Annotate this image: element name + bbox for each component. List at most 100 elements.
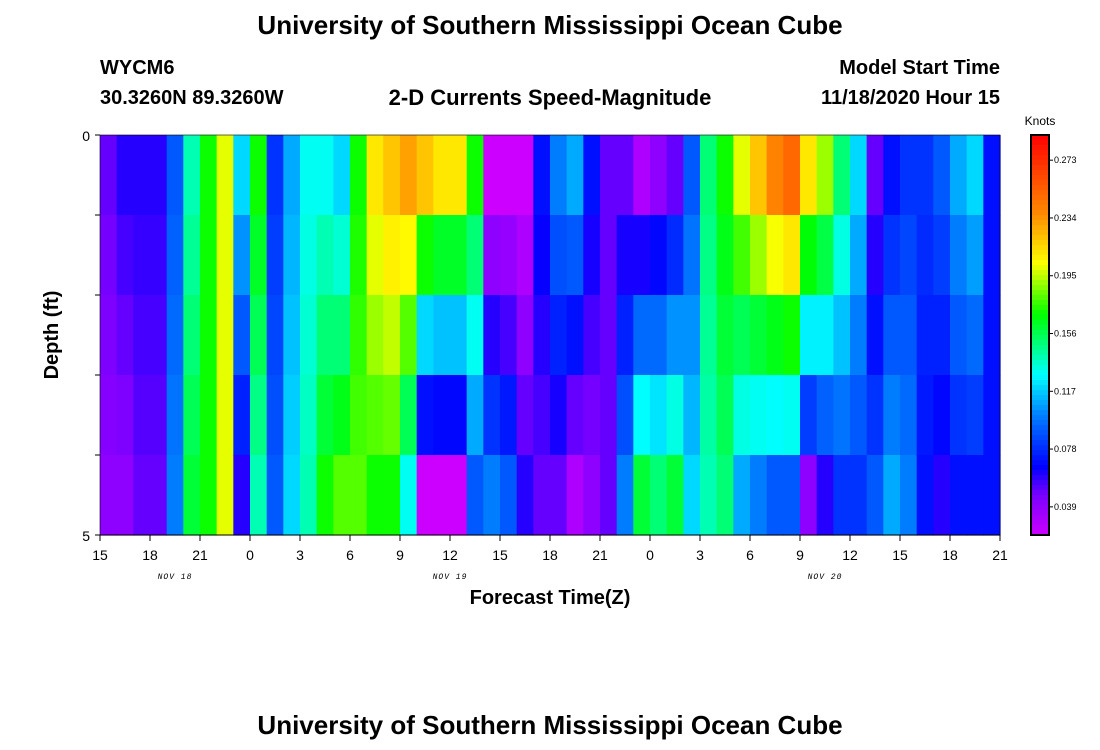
x-tick-label: 18: [542, 547, 558, 563]
heatmap-cell: [216, 295, 234, 376]
colorbar-segment: [1031, 255, 1049, 261]
heatmap-cell: [100, 375, 118, 456]
colorbar-segment: [1031, 325, 1049, 331]
heatmap-cell: [266, 215, 284, 296]
x-tick-label: 3: [696, 547, 704, 563]
heatmap-cell: [833, 135, 851, 216]
heatmap-cell: [283, 215, 301, 296]
heatmap-cell: [350, 375, 368, 456]
heatmap-cell: [416, 375, 434, 456]
heatmap-cell: [183, 295, 201, 376]
heatmap-cell: [600, 375, 618, 456]
colorbar-segment: [1031, 365, 1049, 371]
colorbar-segment: [1031, 155, 1049, 161]
colorbar-segment: [1031, 145, 1049, 151]
heatmap-cell: [600, 455, 618, 536]
heatmap-cell: [850, 295, 868, 376]
colorbar-segment: [1031, 405, 1049, 411]
heatmap-cell: [666, 295, 684, 376]
heatmap-cell: [750, 295, 768, 376]
heatmap-cell: [516, 295, 534, 376]
heatmap-cell: [916, 455, 934, 536]
heatmap-cell: [716, 135, 734, 216]
heatmap-cell: [300, 215, 318, 296]
colorbar-tick-label: 0.078: [1054, 444, 1077, 454]
heatmap-cell: [716, 455, 734, 536]
heatmap-cell: [333, 295, 351, 376]
heatmap-cell: [550, 295, 568, 376]
heatmap-cell: [950, 215, 968, 296]
heatmap-cell: [700, 455, 718, 536]
heatmap-cell: [583, 215, 601, 296]
heatmap-cell: [650, 135, 668, 216]
station-id: WYCM6: [100, 57, 175, 79]
x-axis-label: Forecast Time(Z): [470, 587, 631, 609]
heatmap-cell: [216, 455, 234, 536]
colorbar-segment: [1031, 350, 1049, 356]
heatmap-cell: [716, 295, 734, 376]
heatmap-cell: [233, 135, 251, 216]
heatmap-cell: [616, 295, 634, 376]
colorbar-segment: [1031, 480, 1049, 486]
heatmap-cell: [500, 295, 518, 376]
colorbar-segment: [1031, 370, 1049, 376]
model-start-label: Model Start Time: [839, 57, 1000, 79]
heatmap-cell: [766, 375, 784, 456]
heatmap-cell: [166, 215, 184, 296]
heatmap-cell: [900, 375, 918, 456]
heatmap-cell: [716, 375, 734, 456]
heatmap-cell: [700, 295, 718, 376]
heatmap-cell: [616, 375, 634, 456]
heatmap-cell: [550, 135, 568, 216]
heatmap-cell: [733, 295, 751, 376]
heatmap-cell: [183, 135, 201, 216]
heatmap-cell: [466, 295, 484, 376]
x-tick-label: 15: [892, 547, 908, 563]
heatmap-cell: [416, 135, 434, 216]
plot-title: 2-D Currents Speed-Magnitude: [388, 85, 712, 110]
heatmap-cell: [400, 135, 418, 216]
heatmap-cell: [700, 135, 718, 216]
heatmap-cell: [783, 375, 801, 456]
colorbar-segment: [1031, 165, 1049, 171]
colorbar-tick-label: 0.039: [1054, 502, 1077, 512]
heatmap-cell: [583, 135, 601, 216]
heatmap-cell: [600, 135, 618, 216]
heatmap-cell: [733, 135, 751, 216]
heatmap-cell: [216, 375, 234, 456]
heatmap-cell: [633, 215, 651, 296]
heatmap-cell: [166, 455, 184, 536]
heatmap-cell: [900, 295, 918, 376]
heatmap-cell: [550, 375, 568, 456]
heatmap-cell: [733, 375, 751, 456]
colorbar-segment: [1031, 440, 1049, 446]
colorbar-segment: [1031, 490, 1049, 496]
heatmap-cell: [716, 215, 734, 296]
heatmap-cell: [566, 295, 584, 376]
heatmap-cell: [816, 455, 834, 536]
heatmap-cell: [733, 455, 751, 536]
heatmap-cell: [516, 215, 534, 296]
heatmap-cell: [266, 375, 284, 456]
heatmap-cell: [450, 455, 468, 536]
heatmap-cell: [850, 455, 868, 536]
heatmap-cell: [766, 455, 784, 536]
colorbar-segment: [1031, 310, 1049, 316]
heatmap-cell: [883, 135, 901, 216]
heatmap-cell: [850, 215, 868, 296]
x-tick-label: 15: [92, 547, 108, 563]
heatmap-cell: [150, 295, 168, 376]
heatmap-cell: [433, 455, 451, 536]
heatmap-cell: [533, 455, 551, 536]
heatmap-cell: [900, 215, 918, 296]
heatmap-cell: [450, 135, 468, 216]
heatmap-cell: [400, 455, 418, 536]
heatmap-cell: [516, 455, 534, 536]
heatmap-cell: [633, 375, 651, 456]
heatmap-cell: [183, 455, 201, 536]
heatmap-cell: [433, 295, 451, 376]
heatmap-cell: [966, 135, 984, 216]
heatmap-cell: [266, 295, 284, 376]
heatmap-cell: [316, 295, 334, 376]
heatmap-cell: [983, 135, 1001, 216]
